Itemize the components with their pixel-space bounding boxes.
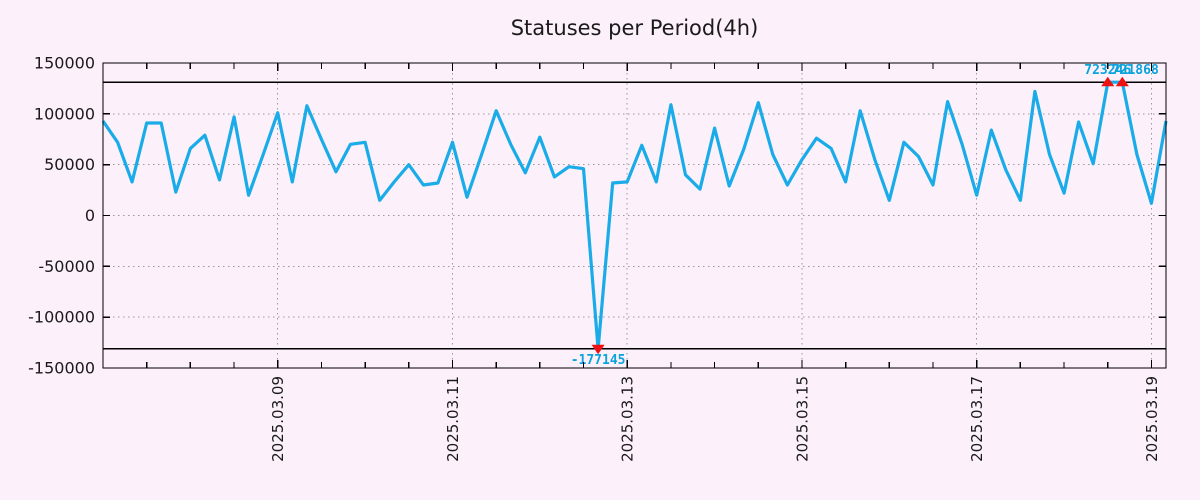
outlier-value-label: -177145 xyxy=(571,353,626,368)
y-tick-label: 100000 xyxy=(34,104,95,123)
x-tick-label: 2025.03.15 xyxy=(793,376,811,462)
x-tick-label: 2025.03.11 xyxy=(444,376,462,462)
y-tick-label: 0 xyxy=(85,206,95,225)
y-tick-label: 50000 xyxy=(44,155,95,174)
outlier-marker-up-icon xyxy=(1115,76,1129,87)
x-tick-label: 2025.03.13 xyxy=(619,376,637,462)
outlier-marker-up-icon xyxy=(1101,76,1115,87)
y-tick-label: -150000 xyxy=(28,359,95,378)
x-tick-label: 2025.03.09 xyxy=(269,376,287,462)
outlier-value-label: 721868 xyxy=(1112,63,1159,78)
series-line xyxy=(101,80,1168,351)
x-tick-label: 2025.03.19 xyxy=(1143,376,1161,462)
y-tick-label: 150000 xyxy=(34,54,95,73)
x-tick-label: 2025.03.17 xyxy=(968,376,986,462)
y-tick-label: -100000 xyxy=(28,308,95,327)
outlier-marker-down-icon xyxy=(591,344,605,355)
chart-title: Statuses per Period(4h) xyxy=(510,16,759,40)
outlier-value-label: 723246 xyxy=(1084,63,1131,78)
y-tick-label: -50000 xyxy=(38,257,95,276)
